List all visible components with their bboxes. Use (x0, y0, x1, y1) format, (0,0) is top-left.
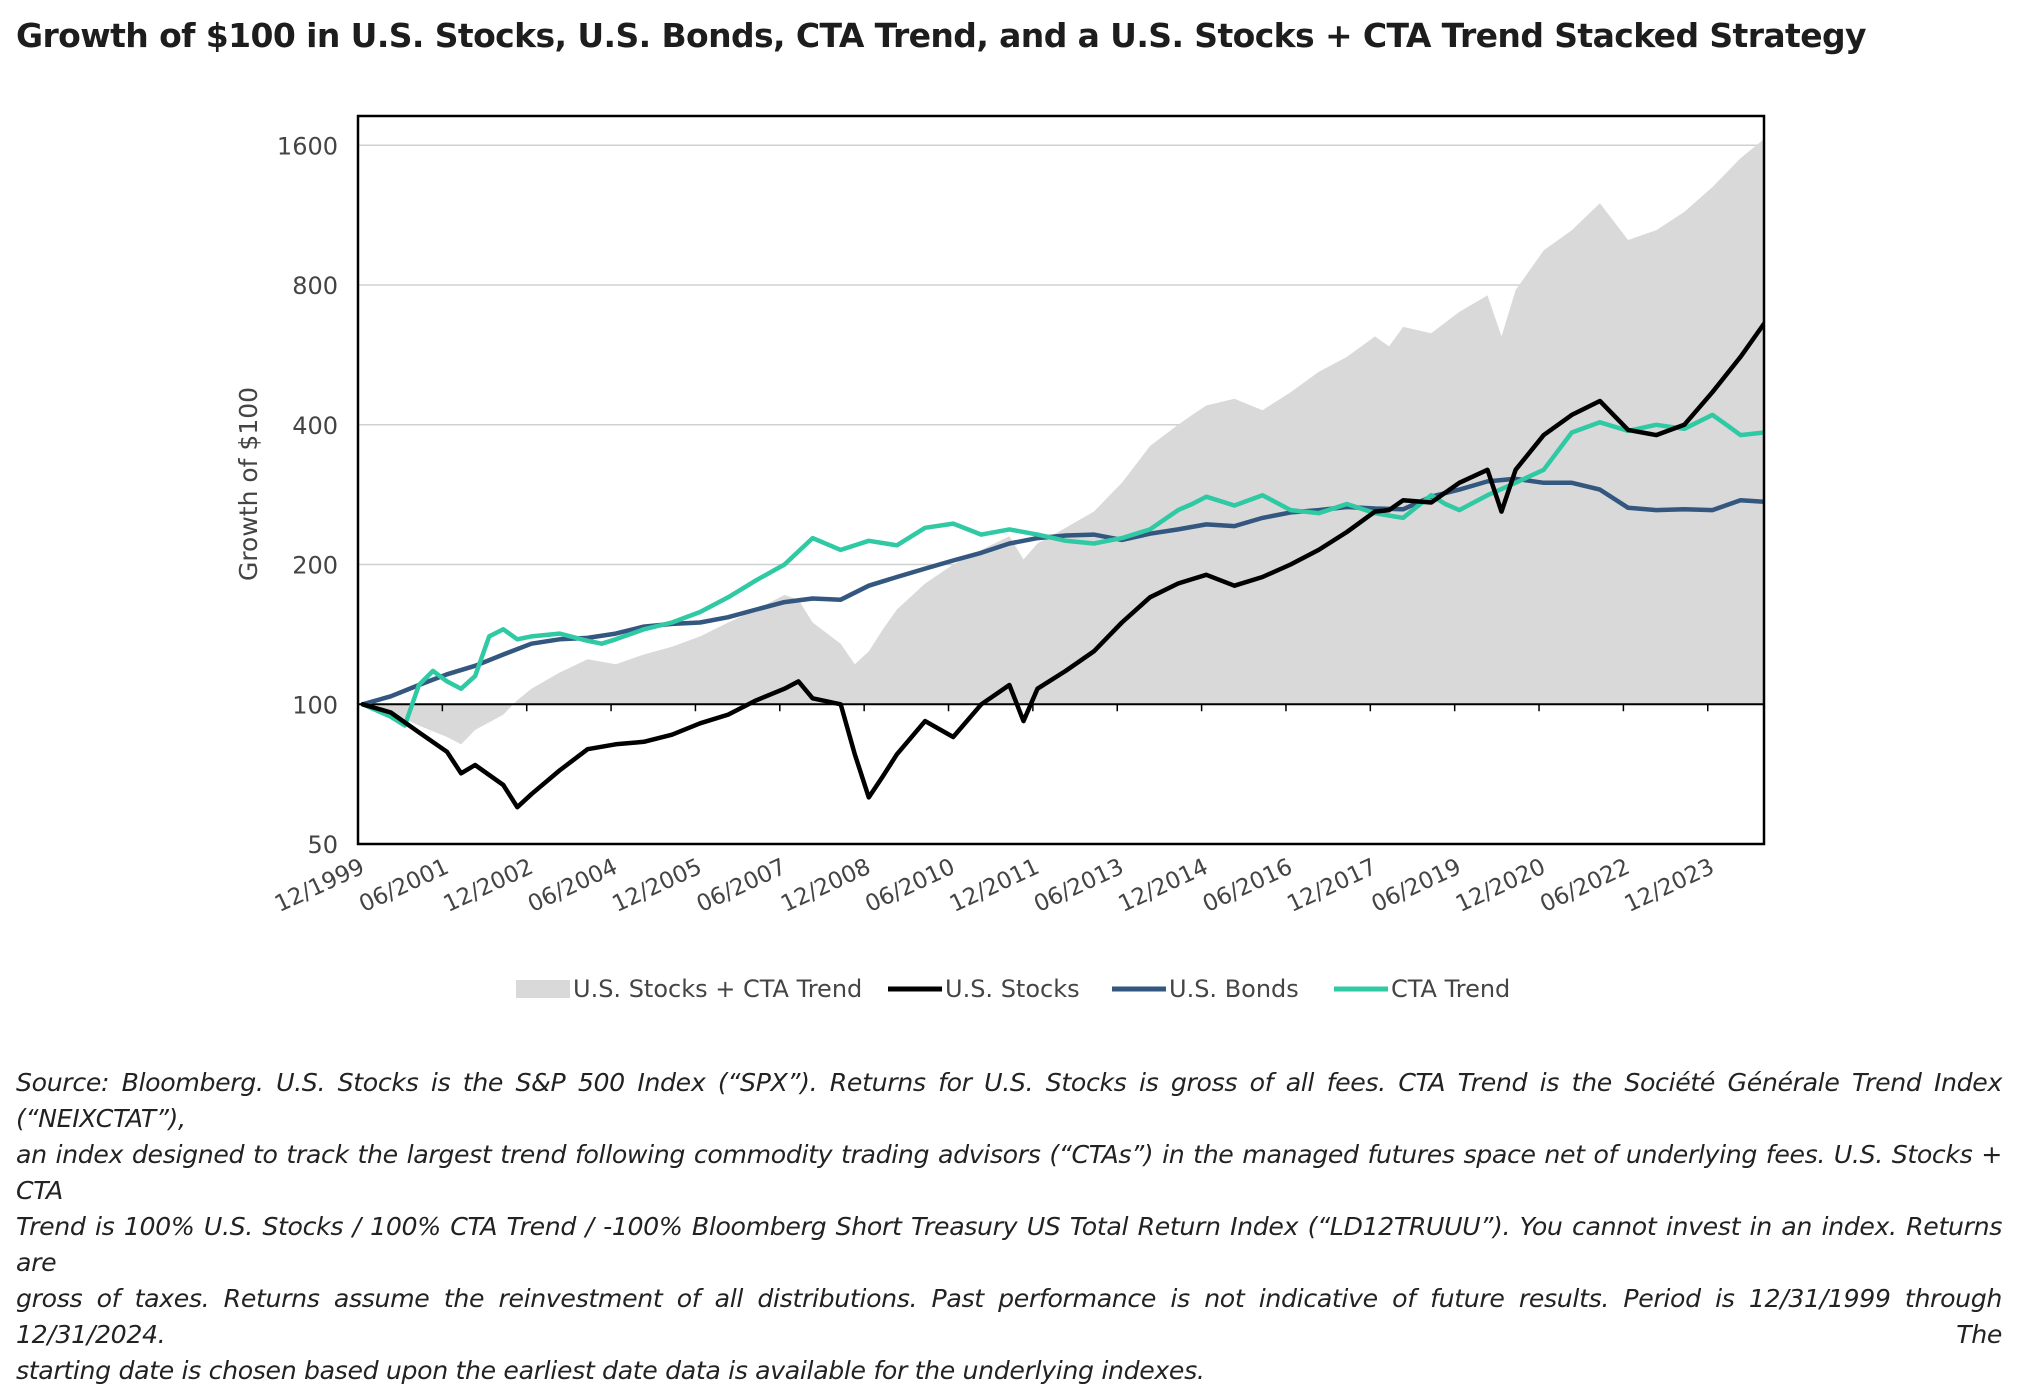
x-tick-label: 12/2014 (1115, 854, 1213, 918)
y-tick-label: 200 (292, 552, 338, 580)
x-tick-label: 06/2022 (1536, 854, 1634, 918)
source-line: Trend is 100% U.S. Stocks / 100% CTA Tre… (16, 1212, 2002, 1277)
x-tick-label: 06/2010 (861, 854, 959, 918)
legend: U.S. Stocks + CTA Trend U.S. Stocks U.S. B… (516, 975, 1510, 1003)
plot-frame (356, 114, 1766, 846)
x-tick-label: 06/2016 (1199, 854, 1297, 918)
y-tick-label: 400 (292, 412, 338, 440)
x-tick-labels: 12/199906/200112/200206/200412/200506/20… (271, 854, 1718, 918)
x-tick-label: 06/2001 (355, 854, 453, 918)
stacked-area (362, 139, 1764, 745)
legend-label: CTA Trend (1391, 975, 1510, 1003)
x-tick-label: 12/2005 (608, 854, 706, 918)
line-u-s-stocks (360, 321, 1764, 810)
y-tick-labels: 50 100 200 400 800 1600 (277, 132, 338, 859)
x-tick-label: 12/2002 (440, 854, 538, 918)
legend-label: U.S. Stocks + CTA Trend (573, 975, 862, 1003)
source-note: Source: Bloomberg. U.S. Stocks is the S&… (16, 1065, 2002, 1389)
legend-swatch (516, 980, 570, 998)
x-ticks (357, 704, 1709, 712)
chart-title: Growth of $100 in U.S. Stocks, U.S. Bond… (16, 16, 1867, 55)
source-line: gross of taxes. Returns assume the reinv… (16, 1284, 2002, 1349)
source-line: Source: Bloomberg. U.S. Stocks is the S&… (16, 1068, 2002, 1133)
x-tick-label: 06/2007 (693, 854, 791, 918)
x-tick-label: 06/2019 (1368, 854, 1466, 918)
line-u-s-bonds (360, 476, 1764, 707)
y-tick-label: 800 (292, 272, 338, 300)
legend-label: U.S. Bonds (1169, 975, 1299, 1003)
y-tick-label: 1600 (277, 132, 338, 160)
x-tick-label: 12/1999 (271, 854, 369, 918)
y-tick-label: 100 (292, 691, 338, 719)
x-tick-label: 12/2011 (946, 854, 1044, 918)
x-tick-label: 06/2013 (1030, 854, 1128, 918)
x-tick-label: 12/2017 (1283, 854, 1381, 918)
series-lines (360, 321, 1764, 810)
legend-label: U.S. Stocks (945, 975, 1080, 1003)
y-axis-label: Growth of $100 (234, 387, 263, 581)
x-tick-label: 12/2023 (1621, 854, 1719, 918)
x-tick-label: 12/2020 (1452, 854, 1550, 918)
source-line: starting date is chosen based upon the e… (16, 1356, 1205, 1385)
area-us-stocks-cta-trend (362, 139, 1764, 745)
source-line: an index designed to track the largest t… (16, 1140, 2002, 1205)
y-tick-label: 50 (307, 831, 338, 859)
x-tick-label: 12/2008 (777, 854, 875, 918)
chart: 50 100 200 400 800 1600 12/199906/200112/2002… (234, 114, 1766, 1003)
line-cta-trend (360, 412, 1764, 728)
x-tick-label: 06/2004 (524, 854, 622, 918)
